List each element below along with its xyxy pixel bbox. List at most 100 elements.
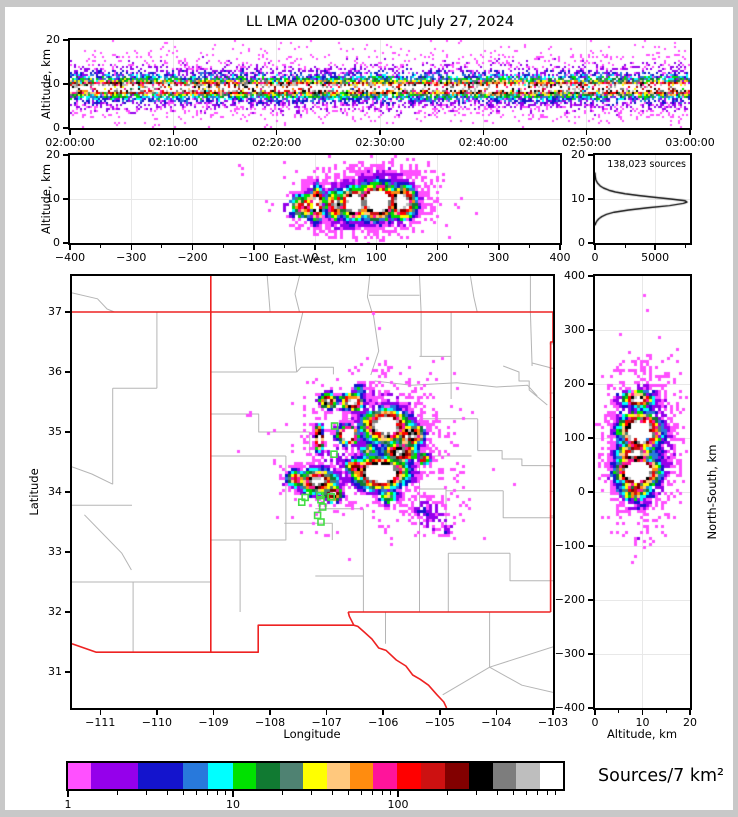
x-tick-label: 200: [427, 251, 448, 264]
x-tick-label: −108: [254, 716, 286, 729]
y-tick-label: 32: [48, 605, 62, 618]
y-tick-label: 0: [578, 236, 585, 249]
colorbar-minor-tick: [447, 791, 449, 795]
chart-title: LL LMA 0200-0300 UTC July 27, 2024: [245, 14, 515, 30]
colorbar-minor-tick: [195, 791, 197, 795]
x-tick-mark: [689, 130, 691, 135]
y-tick-mark: [588, 275, 593, 277]
y-tick-mark: [588, 154, 593, 156]
x-tick-label: −104: [481, 716, 512, 729]
lma-station-marker: [317, 518, 325, 526]
colorbar-minor-tick: [347, 791, 349, 795]
y-tick-label: 10: [46, 77, 60, 90]
colorbar-segment: [68, 763, 91, 789]
x-tick-label: −200: [177, 251, 208, 264]
x-tick-mark: [594, 245, 596, 250]
colorbar-tick-label: 1: [64, 798, 72, 811]
y-tick-label: 34: [48, 485, 62, 498]
x-tick-label: 0: [591, 716, 599, 729]
x-minor-tick: [100, 245, 102, 248]
lma-station-marker: [297, 498, 306, 506]
colorbar-minor-tick: [371, 791, 373, 795]
y-tick-mark: [588, 437, 593, 439]
x-tick-label: 02:40:00: [458, 136, 509, 149]
x-tick-label: −105: [424, 716, 455, 729]
lma-station-marker: [318, 503, 327, 511]
colorbar-tick-mark: [67, 791, 69, 797]
colorbar-minor-tick: [206, 791, 208, 795]
y-tick-label: 31: [48, 665, 62, 678]
y-tick-mark: [588, 329, 593, 331]
colorbar-minor-tick: [389, 791, 391, 795]
x-tick-mark: [641, 710, 644, 715]
colorbar-minor-tick: [311, 791, 313, 795]
colorbar: [66, 761, 565, 791]
x-tick-mark: [156, 710, 158, 715]
y-tick-label: 10: [46, 192, 60, 205]
x-minor-tick: [406, 245, 408, 248]
colorbar-minor-tick: [546, 791, 548, 795]
colorbar-segment: [233, 763, 256, 789]
y-tick-mark: [65, 551, 70, 553]
y-tick-mark: [63, 242, 68, 244]
x-tick-mark: [314, 245, 316, 250]
x-minor-tick: [222, 245, 224, 248]
y-tick-label: 100: [564, 431, 585, 444]
source-count-annotation: 138,023 sources: [607, 159, 686, 170]
x-tick-label: 10: [635, 716, 650, 729]
y-tick-mark: [588, 491, 593, 493]
colorbar-minor-tick: [166, 791, 168, 795]
y-tick-mark: [63, 127, 68, 129]
colorbar-minor-tick: [224, 791, 226, 795]
y-tick-label: 200: [564, 377, 585, 390]
x-tick-mark: [498, 245, 500, 250]
axis-label-east-west: East-West, km: [274, 252, 356, 266]
x-tick-label: −110: [141, 716, 172, 729]
colorbar-segment: [208, 763, 233, 789]
colorbar-segment: [540, 763, 563, 789]
colorbar-segment: [373, 763, 397, 789]
x-minor-tick: [467, 245, 469, 248]
colorbar-label: Sources/7 km²: [598, 766, 725, 786]
x-tick-label: −106: [368, 716, 399, 729]
panel-map: [70, 274, 555, 710]
axis-label-longitude: Longitude: [283, 727, 341, 741]
x-tick-label: 02:30:00: [355, 136, 405, 149]
colorbar-minor-tick: [554, 791, 556, 795]
x-tick-label: 0: [591, 251, 599, 264]
x-tick-mark: [382, 710, 384, 715]
colorbar-segment: [493, 763, 516, 789]
panel-altitude-histogram: [593, 153, 692, 245]
colorbar-segment: [91, 763, 138, 789]
colorbar-segment: [445, 763, 469, 789]
colorbar-segment: [327, 763, 350, 789]
y-tick-mark: [588, 599, 593, 601]
x-tick-label: −103: [537, 716, 569, 729]
colorbar-minor-tick: [512, 791, 514, 795]
x-minor-tick: [283, 245, 285, 248]
colorbar-segment: [516, 763, 540, 789]
y-tick-mark: [65, 371, 70, 373]
east-west-density-canvas: [70, 155, 560, 243]
colorbar-segment: [303, 763, 327, 789]
colorbar-minor-tick: [525, 791, 527, 795]
x-tick-label: −300: [116, 251, 147, 264]
y-tick-label: 37: [48, 305, 62, 318]
colorbar-segment: [469, 763, 493, 789]
y-tick-label: 400: [564, 269, 585, 282]
colorbar-segment: [256, 763, 280, 789]
x-tick-mark: [559, 245, 561, 250]
y-tick-mark: [65, 671, 70, 673]
x-tick-label: −400: [54, 251, 86, 264]
y-tick-mark: [65, 431, 70, 433]
x-tick-label: 20: [683, 716, 697, 729]
panel-east-west-altitude: [68, 153, 562, 245]
x-tick-label: 03:00:00: [665, 136, 715, 149]
x-tick-mark: [552, 710, 554, 715]
x-tick-mark: [594, 710, 596, 715]
x-tick-label: 0: [311, 251, 319, 264]
x-tick-mark: [482, 130, 485, 135]
colorbar-minor-tick: [117, 791, 119, 795]
x-minor-tick: [624, 245, 626, 248]
